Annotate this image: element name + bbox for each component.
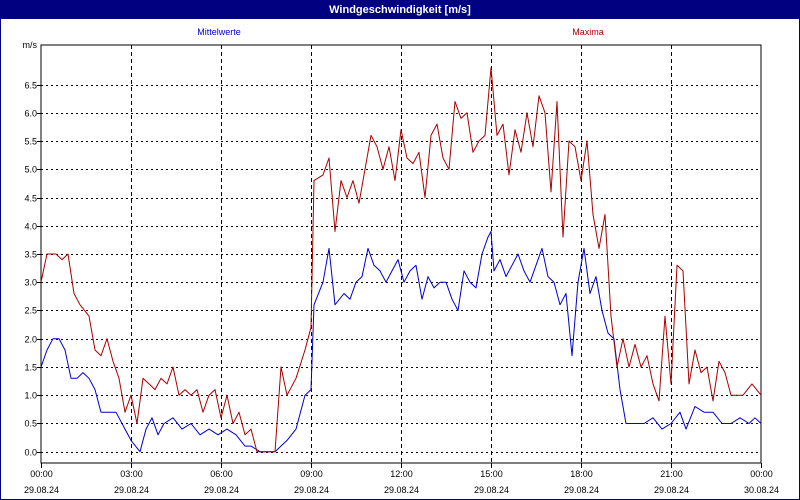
x-tick-date: 29.08.24: [294, 485, 329, 495]
window-title: Windgeschwindigkeit [m/s]: [1, 1, 799, 19]
x-tick-time: 15:00: [480, 469, 503, 479]
x-tick-date: 29.08.24: [474, 485, 509, 495]
y-tick-label: 6.5: [24, 81, 37, 91]
y-tick-label: 2.0: [24, 335, 37, 345]
y-tick-label: 4.0: [24, 222, 37, 232]
y-tick-label: 6.0: [24, 109, 37, 119]
x-tick-time: 12:00: [390, 469, 413, 479]
x-tick-date: 29.08.24: [564, 485, 599, 495]
y-tick-label: 0.0: [24, 448, 37, 458]
y-tick-label: 2.5: [24, 306, 37, 316]
x-tick-date: 29.08.24: [114, 485, 149, 495]
grid: [41, 45, 761, 463]
x-tick-time: 06:00: [210, 469, 233, 479]
y-tick-label: 5.5: [24, 137, 37, 147]
x-tick-time: 00:00: [30, 469, 53, 479]
y-tick-label: 1.0: [24, 391, 37, 401]
y-axis-label: m/s: [23, 40, 38, 50]
axes: [37, 44, 762, 468]
x-tick-date: 30.08.24: [744, 485, 779, 495]
y-tick-label: 0.5: [24, 419, 37, 429]
x-tick-date: 29.08.24: [384, 485, 419, 495]
x-tick-time: 03:00: [120, 469, 143, 479]
x-tick-date: 29.08.24: [654, 485, 689, 495]
x-tick-time: 09:00: [300, 469, 323, 479]
y-tick-label: 3.5: [24, 250, 37, 260]
series-line-mittelwerte: [40, 230, 762, 453]
labels: 0.0 0.5 1.0 1.5 2.0 2.5 3.0 3.5 4.0 4.5 5.0 5.5 6.0 6…: [23, 27, 780, 495]
x-tick-date: 29.08.24: [204, 485, 239, 495]
y-tick-label: 3.0: [24, 278, 37, 288]
x-tick-date: 29.08.24: [24, 485, 59, 495]
legend-maxima: Maxima: [572, 27, 604, 37]
legend-mittelwerte: Mittelwerte: [197, 27, 241, 37]
y-tick-label: 1.5: [24, 363, 37, 373]
y-tick-label: 5.0: [24, 165, 37, 175]
series-line-maxima: [40, 67, 762, 453]
x-tick-time: 18:00: [570, 469, 593, 479]
series: [40, 67, 762, 453]
x-tick-time: 00:00: [750, 469, 773, 479]
y-tick-label: 4.5: [24, 194, 37, 204]
x-tick-time: 21:00: [660, 469, 683, 479]
